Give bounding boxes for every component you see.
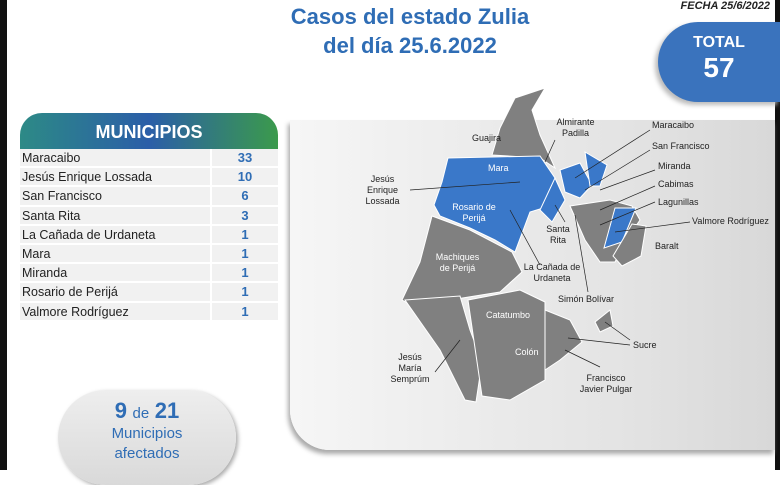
summary-line1: Municipios — [111, 425, 183, 442]
region-guajira — [491, 87, 557, 170]
case-count: 1 — [210, 225, 278, 243]
case-count: 6 — [210, 187, 278, 205]
affected-count: 9 — [114, 398, 127, 423]
municipio-name: Maracaibo — [22, 151, 81, 165]
table-row: Valmore Rodríguez 1 — [20, 302, 278, 322]
table-row: Santa Rita 3 — [20, 206, 278, 226]
map-label-jms: Jesús María Semprúm — [390, 352, 430, 384]
region-santa-rita — [539, 176, 566, 223]
of-label: de — [132, 405, 150, 422]
case-count: 10 — [210, 168, 278, 186]
case-count: 1 — [210, 244, 278, 263]
case-count: 33 — [210, 149, 278, 167]
map-label-cabimas: Cabimas — [658, 179, 694, 189]
region-machiques — [401, 215, 523, 311]
title-line2: del día 25.6.2022 — [323, 33, 497, 58]
case-count: 3 — [210, 206, 278, 224]
municipio-name: La Cañada de Urdaneta — [22, 227, 156, 242]
municipio-name: Jesús Enrique Lossada — [22, 170, 152, 185]
region-baralt — [612, 223, 647, 267]
case-count: 1 — [210, 302, 278, 320]
map-label-miranda: Miranda — [658, 161, 691, 171]
region-pulgar — [544, 309, 583, 371]
municipio-name: Mara — [22, 246, 51, 261]
total-value: 57 — [703, 52, 735, 83]
municipio-name: Santa Rita — [22, 208, 81, 223]
page-title: Casos del estado Zulia del día 25.6.2022 — [280, 2, 540, 60]
title-line1: Casos del estado Zulia — [290, 4, 530, 29]
region-sucre — [594, 309, 614, 333]
total-municipios: 21 — [154, 398, 180, 423]
municipio-name: Miranda — [22, 266, 68, 281]
region-miranda — [584, 151, 608, 187]
map-label-maracaibo: Maracaibo — [652, 120, 695, 130]
zulia-map — [401, 87, 691, 403]
map-label-canada: La Cañada de Urdaneta — [523, 262, 581, 283]
municipio-name: Valmore Rodríguez — [22, 304, 129, 319]
total-label: TOTAL — [693, 34, 745, 51]
affected-summary: 9 de 21 Municipios afectados — [58, 390, 236, 485]
summary-line2: afectados — [114, 445, 180, 462]
case-count: 1 — [210, 283, 278, 301]
municipio-name: Rosario de Perijá — [22, 285, 118, 300]
table-row: Rosario de Perijá 1 — [20, 283, 278, 303]
table-row: San Francisco 6 — [20, 187, 278, 207]
date-label: FECHA 25/6/2022 — [680, 0, 770, 12]
region-jesus-maria-semprum — [404, 295, 483, 403]
map-label-jel: Jesús Enrique Lossada — [365, 174, 400, 206]
table-row: Jesús Enrique Lossada 10 — [20, 168, 278, 188]
map-label-catatumbo: Catatumbo — [486, 310, 531, 320]
case-count: 1 — [210, 264, 278, 282]
municipios-table: MUNICIPIOS Maracaibo 33 Jesús Enrique Loss… — [20, 113, 278, 322]
map-label-valmore: Valmore Rodríguez — [692, 216, 769, 226]
region-maracaibo-sf — [559, 162, 593, 199]
map-label-colon: Colón — [515, 347, 539, 357]
map-label-mara: Mara — [488, 163, 509, 173]
total-badge: TOTAL 57 — [658, 22, 780, 102]
map-label-baralt: Baralt — [655, 241, 679, 251]
map-label-almirante: Almirante Padilla — [556, 117, 595, 138]
map-label-sanfrancisco: San Francisco — [652, 141, 710, 151]
map-label-guajira: Guajira — [472, 133, 502, 143]
table-header: MUNICIPIOS — [20, 113, 278, 149]
table-row: Miranda 1 — [20, 264, 278, 284]
map-label-pulgar: Francisco Javier Pulgar — [579, 373, 633, 394]
map-label-sucre: Sucre — [633, 340, 657, 350]
right-border — [775, 0, 780, 470]
region-mara-lossada-rosario — [433, 155, 556, 253]
region-catatumbo-colon — [467, 289, 546, 401]
map-label-santarita: Santa Rita — [546, 224, 570, 245]
table-row: La Cañada de Urdaneta 1 — [20, 225, 278, 245]
table-row: Maracaibo 33 — [20, 149, 278, 169]
map-label-machiques: Machiques de Perijá — [435, 252, 480, 273]
map-label-lagunillas: Lagunillas — [658, 197, 699, 207]
municipio-name: San Francisco — [22, 189, 102, 204]
left-border — [0, 0, 7, 470]
map-label-simon: Simón Bolívar — [558, 294, 615, 304]
map-label-rosario: Rosario de Perijá — [452, 202, 496, 223]
table-row: Mara 1 — [20, 244, 278, 265]
